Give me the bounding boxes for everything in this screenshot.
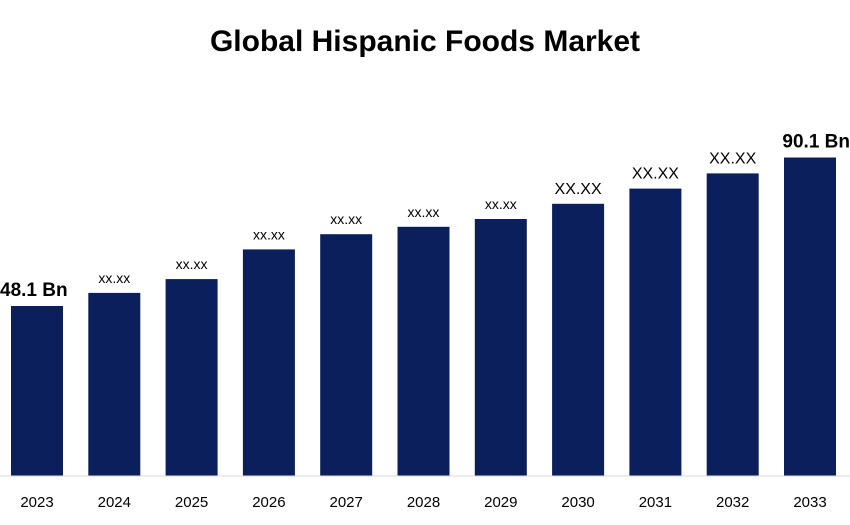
x-tick-label-2027: 2027 bbox=[330, 494, 363, 511]
bar-2024 bbox=[88, 292, 141, 476]
data-label-2028: xx.xx bbox=[408, 204, 440, 220]
data-label-2026: xx.xx bbox=[253, 226, 285, 242]
bar-2028 bbox=[397, 226, 450, 476]
x-tick-label-2025: 2025 bbox=[175, 494, 208, 511]
x-tick-label-2026: 2026 bbox=[252, 494, 285, 511]
bar-2025 bbox=[165, 279, 218, 476]
bar-2027 bbox=[320, 234, 373, 476]
data-label-2031: XX.XX bbox=[632, 166, 679, 183]
x-tick-label-2023: 2023 bbox=[20, 494, 53, 511]
bar-2029 bbox=[474, 219, 527, 476]
chart-title: Global Hispanic Foods Market bbox=[210, 25, 640, 58]
bar-2033 bbox=[784, 157, 836, 476]
data-label-2023: 48.1 Bn bbox=[0, 280, 68, 301]
bars-group bbox=[11, 157, 836, 477]
data-label-2033: 90.1 Bn bbox=[782, 132, 850, 153]
data-label-2030: XX.XX bbox=[555, 181, 602, 198]
data-label-2027: xx.xx bbox=[330, 211, 362, 227]
data-label-2032: XX.XX bbox=[709, 150, 756, 167]
x-tick-label-2033: 2033 bbox=[793, 494, 826, 511]
bar-2026 bbox=[242, 249, 295, 476]
x-tick-label-2024: 2024 bbox=[98, 494, 131, 511]
x-tick-label-2030: 2030 bbox=[561, 494, 594, 511]
x-tick-label-2029: 2029 bbox=[484, 494, 517, 511]
x-tick-label-2028: 2028 bbox=[407, 494, 440, 511]
x-tick-label-2032: 2032 bbox=[716, 494, 749, 511]
bar-2030 bbox=[552, 203, 605, 477]
data-label-2024: xx.xx bbox=[98, 270, 130, 286]
data-labels-group: 48.1 Bn xx.xx xx.xx xx.xx xx.xx xx.xx xx.xx XX.… bbox=[0, 132, 850, 302]
bar-2032 bbox=[706, 173, 759, 476]
bar-2031 bbox=[629, 188, 682, 476]
data-label-2029: xx.xx bbox=[485, 196, 517, 212]
x-tick-label-2031: 2031 bbox=[639, 494, 672, 511]
bar-2023 bbox=[11, 306, 63, 476]
x-tick-labels-group: 2023 2024 2025 2026 2027 2028 2029 2030 2031 2032… bbox=[20, 494, 826, 511]
data-label-2025: xx.xx bbox=[176, 256, 208, 272]
